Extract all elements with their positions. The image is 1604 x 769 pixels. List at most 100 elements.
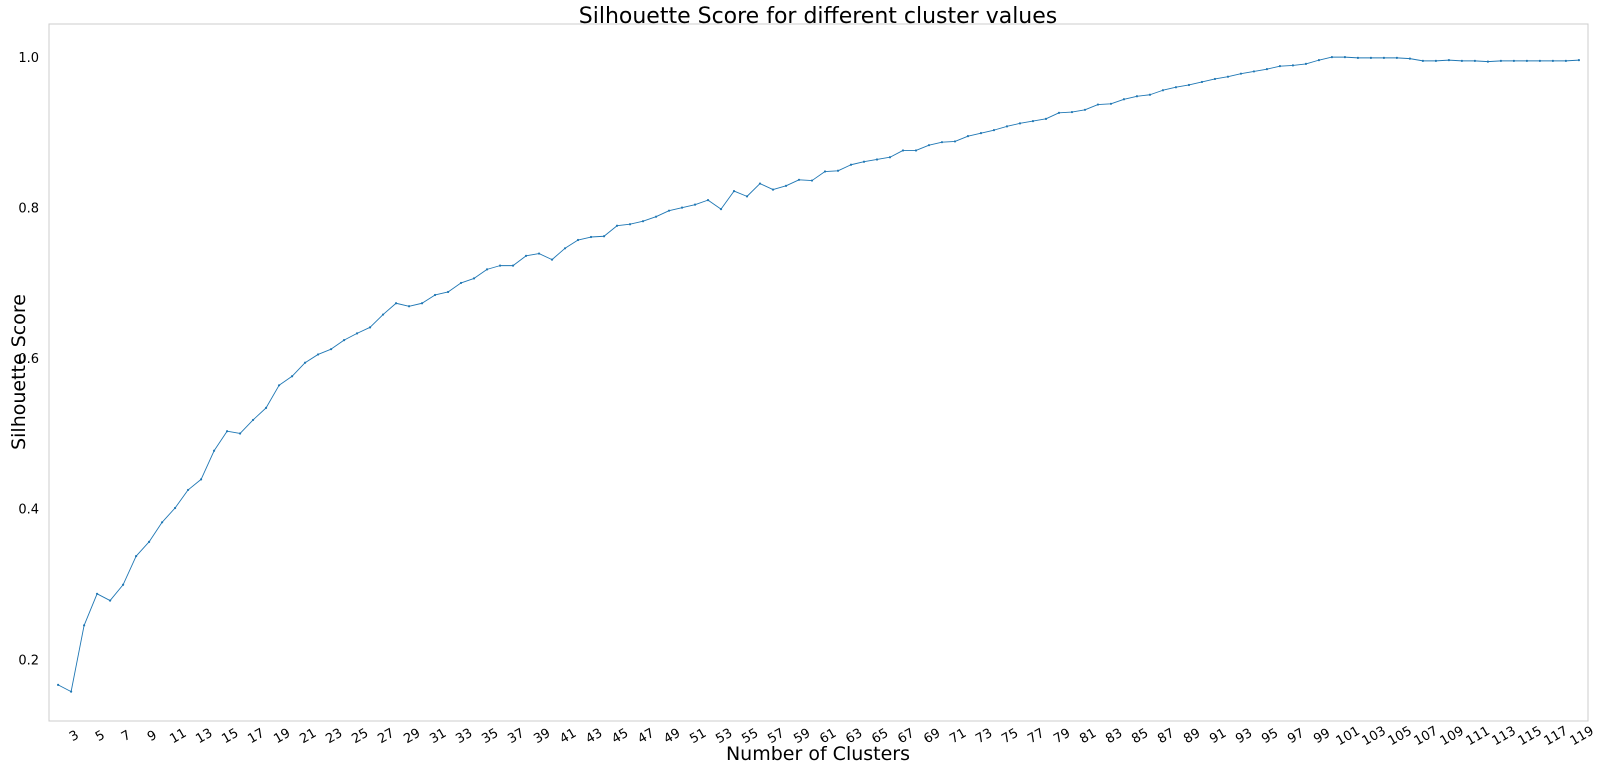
data-point	[1304, 62, 1308, 65]
data-point	[199, 478, 203, 481]
data-point	[1070, 110, 1074, 114]
data-point	[264, 406, 268, 409]
data-point	[1226, 75, 1230, 78]
data-point	[316, 353, 320, 356]
x-tick-label: 103	[1360, 724, 1389, 749]
data-point	[1564, 59, 1567, 62]
data-point	[1018, 122, 1022, 125]
x-tick-label: 29	[401, 726, 423, 747]
data-point	[524, 254, 528, 257]
data-point	[420, 302, 424, 305]
data-point	[563, 247, 567, 250]
x-tick-label: 49	[661, 726, 683, 747]
x-tick-label: 91	[1207, 726, 1229, 747]
data-point	[147, 540, 151, 543]
data-point	[1265, 68, 1269, 71]
data-point	[1213, 77, 1217, 81]
data-point	[576, 238, 580, 242]
data-point	[1148, 93, 1152, 96]
x-tick-label: 33	[453, 726, 475, 747]
data-point	[1356, 56, 1360, 59]
data-point	[1200, 80, 1204, 84]
data-point	[875, 158, 879, 161]
data-point	[1486, 60, 1490, 63]
data-point	[810, 179, 814, 182]
data-point	[888, 156, 892, 159]
x-tick-label: 113	[1490, 724, 1519, 749]
series-layer	[57, 56, 1580, 693]
data-point	[70, 690, 73, 693]
data-point	[459, 281, 463, 285]
data-point	[238, 432, 242, 435]
y-tick-label: 0.4	[18, 503, 39, 518]
x-tick-label: 97	[1285, 726, 1307, 747]
data-point	[1525, 59, 1529, 62]
x-tick-label: 105	[1386, 724, 1415, 749]
data-point	[719, 208, 723, 211]
x-tick-label: 63	[843, 726, 865, 747]
data-point	[57, 683, 60, 686]
data-point	[1031, 120, 1035, 123]
data-point	[108, 599, 112, 602]
x-tick-label: 23	[323, 726, 345, 747]
data-point	[472, 277, 476, 280]
x-tick-label: 67	[895, 726, 917, 747]
x-tick-label: 69	[921, 726, 943, 747]
data-point	[745, 195, 749, 198]
data-point	[1122, 98, 1126, 101]
data-point	[95, 592, 99, 595]
x-tick-label: 55	[739, 726, 761, 747]
data-point	[901, 149, 905, 152]
data-point	[1382, 56, 1386, 59]
data-point	[927, 144, 931, 147]
data-point	[537, 252, 541, 255]
data-point	[1538, 59, 1542, 62]
data-point	[1460, 59, 1464, 62]
data-point	[914, 149, 918, 152]
data-point	[1096, 103, 1100, 106]
x-tick-label: 53	[713, 726, 735, 747]
data-point	[1512, 59, 1516, 62]
x-tick-label: 61	[817, 726, 839, 747]
x-tick-label: 57	[765, 726, 787, 747]
data-point	[368, 326, 372, 329]
x-tick-label: 7	[119, 728, 134, 745]
plot-area-frame	[48, 23, 1589, 722]
data-point	[173, 506, 177, 510]
data-point	[1278, 65, 1282, 68]
data-point	[641, 220, 645, 223]
data-point	[446, 290, 450, 294]
data-point	[849, 163, 853, 166]
x-tick-label: 115	[1516, 724, 1545, 749]
data-point	[1044, 117, 1048, 120]
data-point	[381, 313, 385, 316]
x-tick-label: 11	[167, 726, 189, 747]
data-point	[966, 135, 970, 138]
data-point	[186, 488, 190, 492]
x-tick-label: 117	[1542, 724, 1571, 749]
data-point	[485, 268, 489, 271]
x-tick-label: 119	[1568, 724, 1597, 749]
data-point	[550, 258, 554, 261]
x-tick-label: 77	[1025, 726, 1047, 747]
data-point	[862, 160, 866, 163]
x-tick-label: 15	[219, 726, 241, 747]
data-point	[771, 188, 775, 191]
x-tick-label: 79	[1051, 726, 1073, 747]
data-point	[1291, 64, 1295, 67]
data-point	[732, 190, 736, 193]
data-point	[212, 449, 216, 452]
data-point	[1408, 57, 1412, 60]
data-point	[667, 209, 671, 212]
data-point	[1005, 125, 1009, 128]
x-tick-label: 45	[609, 726, 631, 747]
data-point	[1317, 59, 1321, 62]
x-tick-label: 19	[271, 726, 293, 747]
data-point	[1057, 111, 1061, 114]
data-point	[394, 302, 398, 305]
x-tick-label: 87	[1155, 726, 1177, 747]
data-point	[589, 235, 593, 239]
y-tick-label: 0.2	[18, 653, 39, 668]
x-tick-label: 41	[557, 726, 579, 747]
data-point	[1421, 59, 1425, 62]
